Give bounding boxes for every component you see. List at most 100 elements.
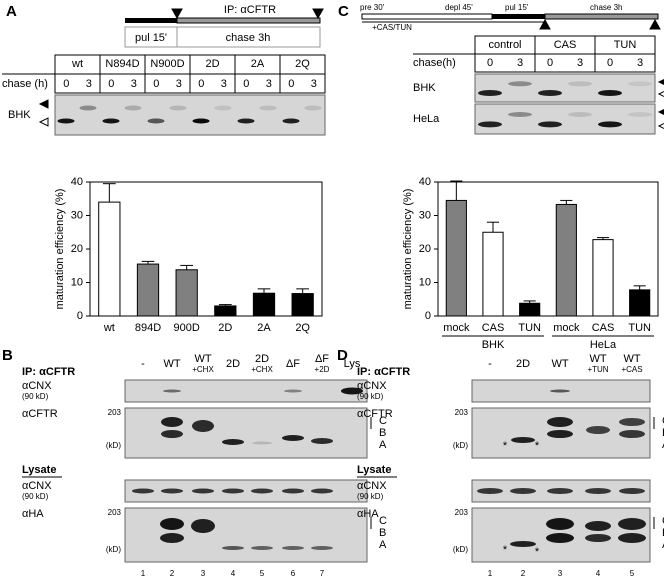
band: [282, 488, 304, 494]
band: [586, 426, 610, 434]
lane-label: ΔF: [286, 358, 300, 370]
pre-bar: [361, 13, 493, 20]
label: depl 45': [445, 3, 473, 12]
cell-label: BHK: [413, 82, 436, 94]
band: [628, 112, 652, 117]
band-label: A: [379, 539, 387, 551]
chase-time: 0: [243, 78, 249, 90]
antibody-label: αCNX: [22, 380, 52, 392]
band: [124, 105, 142, 111]
blot: [474, 73, 656, 103]
bar: [482, 231, 504, 317]
section-label: Lysate: [22, 464, 56, 476]
band-label: C: [662, 415, 664, 427]
lane-label: +TUN: [587, 365, 608, 374]
band: [192, 488, 214, 494]
band: [222, 546, 244, 550]
y-axis-label: maturation efficiency (%): [402, 189, 414, 310]
mw-label: (90 kD): [22, 492, 49, 501]
lane-number: 2: [170, 569, 175, 578]
mw-unit: (kD): [453, 441, 468, 450]
ip-label: IP: αCFTR: [22, 366, 75, 378]
arrowhead: [38, 99, 49, 109]
band-label: C: [379, 515, 387, 527]
band: [478, 90, 502, 97]
band-label: B: [379, 427, 386, 439]
ip-label: IP: αCFTR: [357, 366, 410, 378]
chase-time: 3: [221, 78, 227, 90]
band-label: A: [662, 539, 664, 551]
antibody-label: αCNX: [22, 480, 52, 492]
band: [510, 488, 536, 494]
band-label: C: [662, 515, 664, 527]
band: [169, 105, 187, 111]
y-tick-label: 20: [419, 243, 431, 255]
lane-label: 2D: [205, 58, 219, 70]
band: [161, 430, 183, 438]
band: [102, 118, 120, 124]
band-label: A: [662, 439, 664, 451]
band: [619, 430, 645, 438]
band: [284, 389, 302, 393]
band: [628, 81, 652, 87]
x-tick-label: wt: [103, 322, 115, 334]
cell-label: HeLa: [413, 113, 440, 125]
lane-label: WT: [194, 353, 211, 365]
arrowhead: [657, 78, 664, 86]
lane-label: +2D: [315, 365, 330, 374]
mw-unit: (kD): [106, 545, 121, 554]
label: pul 15': [135, 32, 167, 44]
lane-label: -: [141, 358, 145, 370]
band: [237, 118, 255, 124]
band: [161, 417, 183, 427]
band: [282, 546, 304, 550]
lane-label: 2D: [255, 353, 269, 365]
bar: [98, 201, 121, 317]
blot: [54, 94, 326, 136]
label: chase 3h: [226, 32, 271, 44]
section-label: Lysate: [357, 464, 391, 476]
lane-number: 3: [558, 569, 563, 578]
lane-label: 2D: [226, 358, 240, 370]
band: [192, 118, 210, 124]
arrowhead: [38, 117, 49, 127]
lane-label: control: [488, 39, 521, 51]
y-tick-label: 0: [425, 310, 431, 322]
chase-bar: [176, 17, 321, 24]
lane-number: 3: [201, 569, 206, 578]
chase-time: 3: [517, 57, 523, 69]
band: [568, 81, 592, 87]
band: [341, 387, 363, 395]
lane-number: 1: [488, 569, 493, 578]
arrowhead: [171, 8, 183, 20]
lane-label: 2D: [516, 358, 530, 370]
band: [510, 541, 536, 547]
band: [508, 112, 532, 117]
band: [160, 533, 184, 543]
lane-number: 5: [260, 569, 265, 578]
lane-number: 7: [320, 569, 325, 578]
band: [79, 105, 97, 111]
pulse-bar: [492, 14, 545, 19]
bar: [252, 292, 276, 317]
band: [191, 519, 215, 533]
bar: [519, 302, 541, 317]
plot-frame: [437, 181, 659, 317]
band: [538, 90, 562, 97]
lane-label: N900D: [150, 58, 184, 70]
arrowhead: [657, 90, 664, 98]
band: [547, 430, 573, 438]
chase-time: 0: [108, 78, 114, 90]
lane-label: N894D: [105, 58, 139, 70]
bar: [175, 269, 198, 317]
band: [192, 420, 214, 432]
band: [508, 81, 532, 87]
band: [132, 488, 154, 494]
cell-label: BHK: [8, 109, 31, 121]
lane-number: 1: [141, 569, 146, 578]
antibody-label: αHA: [22, 508, 44, 520]
plot-frame: [89, 181, 323, 317]
antibody-label: αCNX: [357, 480, 387, 492]
lane-label: WT: [589, 353, 606, 365]
